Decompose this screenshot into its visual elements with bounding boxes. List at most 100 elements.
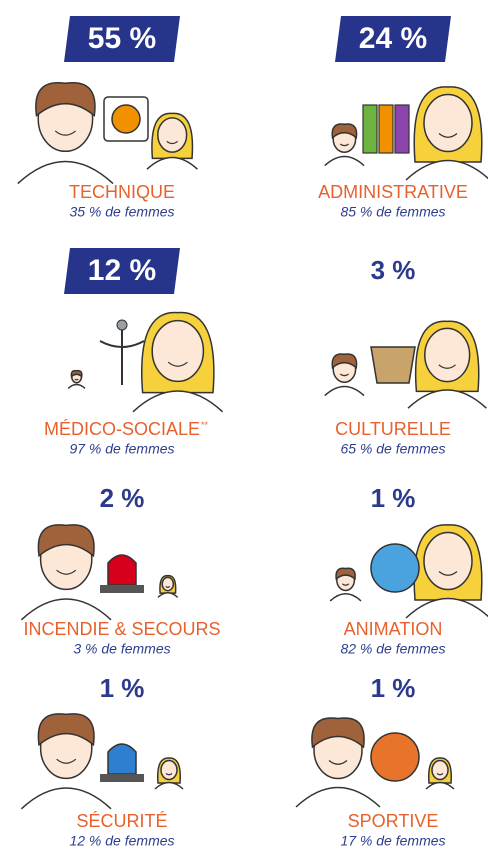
- object: [370, 732, 420, 782]
- face: [423, 531, 473, 591]
- women-share: 3 % de femmes: [73, 641, 170, 657]
- category-name: ANIMATION: [344, 619, 443, 639]
- object: [378, 104, 394, 154]
- smile: [339, 373, 349, 377]
- object-base: [100, 774, 144, 782]
- category-card: 1 % SPORTIVE 17 % de femmes: [295, 673, 455, 849]
- object-base: [100, 585, 144, 593]
- smile: [438, 364, 456, 369]
- object: [99, 327, 145, 385]
- icon: [20, 524, 179, 621]
- icon: [324, 86, 488, 181]
- icon: [324, 320, 487, 409]
- category-name: SÉCURITÉ: [76, 811, 167, 831]
- category-card: 55 % TECHNIQUE 35 % de femmes: [17, 16, 198, 220]
- icon: [329, 524, 488, 619]
- object: [111, 104, 141, 134]
- object: [370, 543, 420, 593]
- hair: [331, 123, 358, 140]
- share: 12 %: [88, 254, 156, 287]
- smile: [56, 758, 77, 764]
- smile: [167, 361, 188, 367]
- face: [157, 117, 188, 153]
- category-card: 1 % ANIMATION 82 % de femmes: [329, 483, 488, 657]
- hair: [37, 524, 95, 558]
- women-share: 97 % de femmes: [69, 441, 174, 457]
- smile: [436, 773, 444, 776]
- smile: [74, 378, 79, 381]
- footnote-mark: **: [201, 420, 209, 430]
- category-card: 24 % ADMINISTRATIVE 85 % de femmes: [318, 16, 488, 220]
- category-name: SPORTIVE: [348, 811, 439, 831]
- hair: [35, 81, 96, 118]
- object: [362, 104, 378, 154]
- shoulders: [17, 160, 114, 185]
- icon: [67, 311, 224, 413]
- shoulders: [20, 787, 112, 810]
- share: 24 %: [359, 22, 427, 55]
- smile: [438, 571, 458, 576]
- women-share: 82 % de femmes: [340, 641, 445, 657]
- face: [161, 576, 175, 592]
- category-card: 1 % SÉCURITÉ 12 % de femmes: [20, 673, 184, 849]
- shoulders: [157, 592, 179, 598]
- hair: [311, 717, 365, 749]
- face: [424, 327, 471, 383]
- icon: [17, 81, 198, 185]
- icon: [295, 717, 455, 808]
- share: 1 %: [100, 673, 145, 703]
- face: [151, 319, 205, 383]
- smile: [165, 585, 171, 588]
- shoulders: [146, 156, 198, 170]
- shoulders: [324, 385, 365, 397]
- share-box: [64, 248, 180, 294]
- smile: [341, 583, 350, 586]
- share-box: [64, 16, 180, 62]
- women-share: 12 % de femmes: [69, 833, 174, 849]
- share-box: [335, 16, 451, 62]
- share: 55 %: [88, 22, 156, 55]
- hair: [331, 353, 358, 370]
- shoulders: [407, 389, 487, 409]
- women-share: 85 % de femmes: [340, 204, 445, 220]
- shoulders: [324, 155, 365, 167]
- category-name: INCENDIE & SECOURS: [23, 619, 220, 639]
- women-share: 35 % de femmes: [69, 204, 174, 220]
- smile: [56, 569, 77, 575]
- category-card: 2 % INCENDIE & SECOURS 3 % de femmes: [20, 483, 221, 657]
- shoulders: [405, 159, 488, 181]
- category-name: TECHNIQUE: [69, 182, 175, 202]
- object-top: [116, 319, 128, 331]
- shoulders: [405, 597, 488, 619]
- smile: [54, 130, 76, 136]
- face: [160, 759, 178, 781]
- shoulders: [295, 786, 381, 808]
- object: [107, 743, 137, 775]
- object: [394, 104, 410, 154]
- shoulders: [425, 781, 455, 790]
- smile: [438, 133, 458, 138]
- object: [370, 346, 416, 384]
- shoulders: [154, 781, 184, 790]
- women-share: 17 % de femmes: [340, 833, 445, 849]
- share: 1 %: [371, 673, 416, 703]
- hair: [37, 713, 95, 747]
- share: 2 %: [100, 483, 145, 513]
- shoulders: [329, 593, 362, 602]
- hair: [335, 567, 356, 581]
- women-share: 65 % de femmes: [340, 441, 445, 457]
- shoulders: [67, 383, 86, 389]
- face: [423, 93, 473, 153]
- category-name: MÉDICO-SOCIALE: [44, 419, 200, 439]
- category-name: ADMINISTRATIVE: [318, 182, 468, 202]
- shoulders: [20, 598, 112, 621]
- share: 1 %: [371, 483, 416, 513]
- hair: [70, 369, 83, 378]
- category-card: 3 % CULTURELLE 65 % de femmes: [324, 255, 487, 457]
- category-name: CULTURELLE: [335, 419, 451, 439]
- shoulders: [132, 390, 224, 413]
- category-card: 12 % MÉDICO-SOCIALE ** 97 % de femmes: [44, 248, 224, 457]
- object: [107, 554, 137, 586]
- face: [431, 759, 449, 781]
- smile: [166, 140, 178, 145]
